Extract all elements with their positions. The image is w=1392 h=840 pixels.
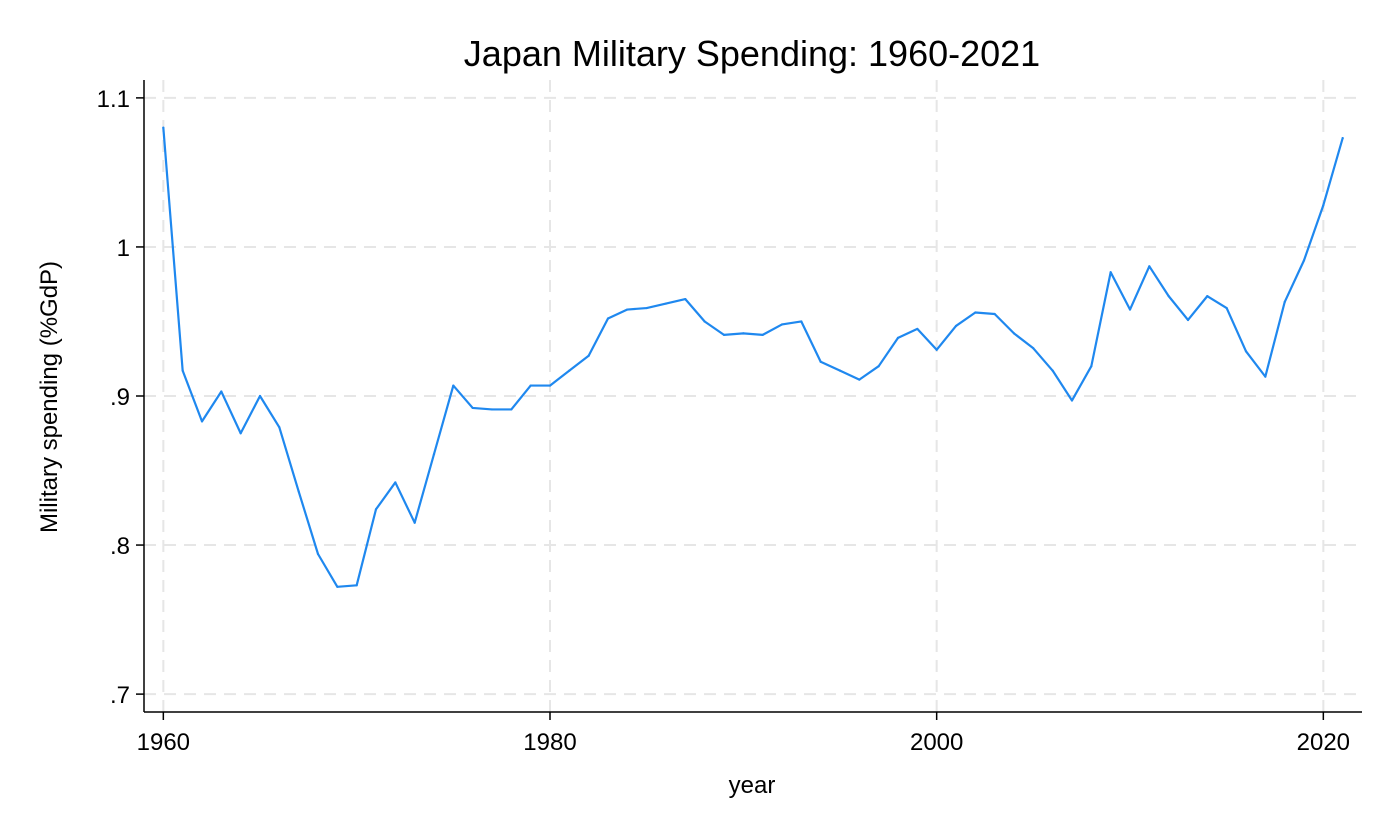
data-point xyxy=(1148,265,1151,268)
data-point xyxy=(1032,347,1035,350)
data-point xyxy=(278,426,281,429)
y-axis-title: Military spending (%GdP) xyxy=(36,261,63,533)
data-point xyxy=(1128,308,1132,311)
y-tick-label: .8 xyxy=(110,533,130,560)
data-point xyxy=(954,324,958,328)
axes: .7 .8 .9 1 1.1 1960 1980 2000 2020 xyxy=(97,80,1362,756)
data-point xyxy=(1206,295,1209,298)
chart-title: Japan Military Spending: 1960-2021 xyxy=(464,33,1040,74)
y-tick-label: .7 xyxy=(110,682,130,709)
data-point xyxy=(529,384,532,387)
data-point xyxy=(548,384,552,387)
data-point xyxy=(742,332,745,335)
data-point xyxy=(1341,137,1344,140)
data-point xyxy=(974,311,977,314)
data-point xyxy=(684,298,687,301)
data-point xyxy=(452,384,455,387)
data-point xyxy=(374,508,378,511)
data-point xyxy=(239,432,242,435)
data-point xyxy=(1264,375,1267,378)
data-point xyxy=(1167,295,1170,298)
series-layer xyxy=(162,126,1344,588)
data-point xyxy=(1302,259,1306,262)
data-point xyxy=(1070,399,1074,402)
data-point xyxy=(626,308,629,311)
data-point xyxy=(896,336,900,339)
x-tick-label: 2000 xyxy=(910,729,963,756)
data-point xyxy=(355,584,358,587)
data-point xyxy=(413,521,416,524)
data-point xyxy=(916,327,919,331)
data-point xyxy=(1244,350,1248,353)
data-point xyxy=(181,369,184,372)
data-point xyxy=(1186,318,1190,322)
data-point xyxy=(838,369,842,372)
data-point xyxy=(819,360,822,363)
data-point xyxy=(1283,300,1286,304)
data-point xyxy=(587,354,590,357)
x-axis-title: year xyxy=(729,772,776,799)
data-point xyxy=(568,369,571,372)
data-point xyxy=(993,312,996,316)
data-point xyxy=(645,306,648,310)
data-point xyxy=(432,453,436,456)
y-tick-label: 1 xyxy=(117,235,130,262)
data-point xyxy=(162,126,165,129)
data-point xyxy=(761,333,764,336)
data-point xyxy=(1012,332,1016,335)
data-point xyxy=(316,552,320,556)
data-point xyxy=(1322,204,1325,207)
data-point xyxy=(510,408,513,411)
y-tick-label: .9 xyxy=(110,384,130,411)
data-point xyxy=(858,378,861,381)
data-point xyxy=(220,390,223,393)
data-point xyxy=(780,323,784,326)
data-point xyxy=(394,481,397,484)
data-point xyxy=(935,348,938,351)
data-point xyxy=(703,320,706,323)
x-tick-label: 1960 xyxy=(137,729,190,756)
data-point xyxy=(1225,306,1228,310)
data-point xyxy=(258,394,262,398)
data-point xyxy=(606,317,610,320)
data-point xyxy=(877,365,880,368)
data-point xyxy=(297,490,300,493)
data-point xyxy=(1051,369,1054,372)
data-point xyxy=(490,408,494,411)
data-point xyxy=(200,420,204,423)
data-point xyxy=(471,406,474,410)
x-tick-label: 2020 xyxy=(1297,729,1350,756)
grid-lines xyxy=(144,80,1362,712)
x-tick-label: 1980 xyxy=(523,729,576,756)
y-tick-label: 1.1 xyxy=(97,86,130,113)
data-point xyxy=(336,585,339,588)
data-point xyxy=(1109,271,1112,274)
data-point xyxy=(800,320,803,323)
data-point xyxy=(1090,365,1093,368)
data-point xyxy=(722,333,726,336)
series-line xyxy=(162,126,1344,588)
data-point xyxy=(664,302,668,305)
